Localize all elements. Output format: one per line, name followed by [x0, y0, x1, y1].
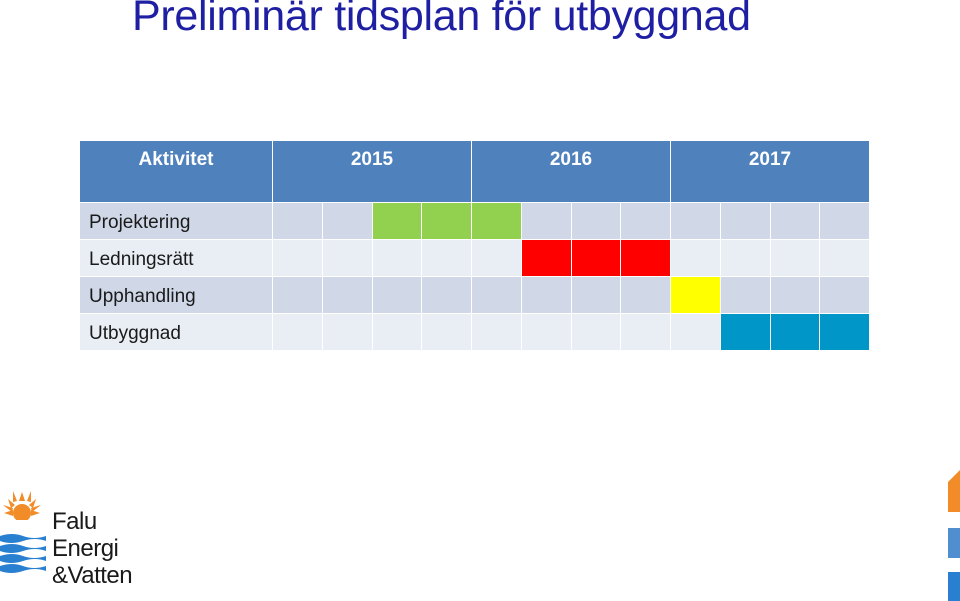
gantt-empty-cell	[521, 277, 571, 313]
gantt-empty-cell	[372, 240, 422, 276]
gantt-bar-cell	[770, 314, 820, 350]
gantt-empty-cell	[770, 240, 820, 276]
row-label: Upphandling	[80, 277, 272, 313]
page-title: Preliminär tidsplan för utbyggnad	[132, 0, 751, 40]
gantt-empty-cell	[521, 314, 571, 350]
row-label: Utbyggnad	[80, 314, 272, 350]
gantt-empty-cell	[422, 277, 471, 313]
gantt-empty-cell	[422, 240, 471, 276]
gantt-empty-cell	[322, 277, 372, 313]
gantt-empty-cell	[770, 203, 820, 239]
header-year-2016: 2016	[472, 141, 670, 202]
gantt-empty-cell	[322, 203, 372, 239]
gantt-empty-cell	[621, 203, 670, 239]
gantt-bar-cell	[372, 203, 422, 239]
logo-line-1: Falu	[52, 508, 97, 535]
header-year-2017: 2017	[671, 141, 869, 202]
gantt-empty-cell	[770, 277, 820, 313]
header-year-2015: 2015	[273, 141, 471, 202]
gantt-empty-cell	[273, 203, 322, 239]
gantt-empty-cell	[720, 277, 770, 313]
gantt-bar-cell	[820, 314, 869, 350]
gantt-empty-cell	[820, 203, 869, 239]
gantt-empty-cell	[671, 314, 720, 350]
falu-energi-logo-icon	[0, 491, 46, 573]
gantt-empty-cell	[322, 314, 372, 350]
gantt-empty-cell	[322, 240, 372, 276]
corner-block-decoration	[948, 528, 960, 558]
gantt-empty-cell	[472, 314, 521, 350]
gantt-empty-cell	[472, 240, 521, 276]
gantt-empty-cell	[820, 277, 869, 313]
gantt-empty-cell	[720, 203, 770, 239]
gantt-empty-cell	[273, 240, 322, 276]
gantt-empty-cell	[621, 277, 670, 313]
gantt-empty-cell	[521, 203, 571, 239]
header-activity: Aktivitet	[80, 141, 272, 202]
logo-text: Falu Energi &Vatten	[52, 508, 133, 589]
row-label: Projektering	[80, 203, 272, 239]
gantt-empty-cell	[820, 240, 869, 276]
logo-line-2: Energi	[52, 535, 119, 562]
gantt-empty-cell	[671, 203, 720, 239]
gantt-empty-cell	[571, 277, 621, 313]
gantt-empty-cell	[671, 240, 720, 276]
gantt-empty-cell	[422, 314, 471, 350]
gantt-bar-cell	[472, 203, 521, 239]
gantt-bar-cell	[571, 240, 621, 276]
corner-house-decoration	[948, 470, 960, 512]
gantt-empty-cell	[372, 277, 422, 313]
gantt-empty-cell	[273, 277, 322, 313]
row-label: Ledningsrätt	[80, 240, 272, 276]
gantt-empty-cell	[273, 314, 322, 350]
gantt-empty-cell	[720, 240, 770, 276]
corner-block-decoration-2	[948, 572, 960, 601]
gantt-empty-cell	[571, 314, 621, 350]
gantt-empty-cell	[571, 203, 621, 239]
gantt-empty-cell	[372, 314, 422, 350]
gantt-bar-cell	[671, 277, 720, 313]
gantt-empty-cell	[472, 277, 521, 313]
schedule-table: Aktivitet 2015 2016 2017 Projektering Led…	[80, 141, 869, 350]
gantt-bar-cell	[720, 314, 770, 350]
logo-line-3: &Vatten	[52, 562, 133, 589]
gantt-bar-cell	[521, 240, 571, 276]
gantt-bar-cell	[621, 240, 670, 276]
gantt-empty-cell	[621, 314, 670, 350]
gantt-bar-cell	[422, 203, 471, 239]
